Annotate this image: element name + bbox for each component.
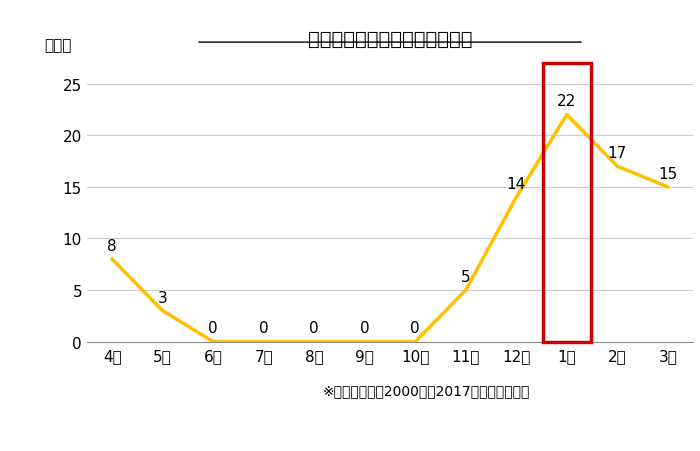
Title: 東京の月別乾燥注意報発表日数: 東京の月別乾燥注意報発表日数 — [308, 29, 472, 48]
Text: 0: 0 — [410, 321, 420, 336]
Text: （日）: （日） — [45, 38, 72, 53]
Bar — [542, 64, 591, 342]
Text: ※気象庁調べ（2000年～2017年の平均日数）: ※気象庁調べ（2000年～2017年の平均日数） — [323, 384, 530, 398]
Text: 14: 14 — [507, 177, 526, 192]
Text: 15: 15 — [658, 166, 678, 181]
Text: 3: 3 — [158, 290, 167, 305]
Text: 22: 22 — [557, 94, 576, 109]
Text: 0: 0 — [360, 321, 370, 336]
Text: 5: 5 — [461, 269, 470, 284]
Text: 0: 0 — [209, 321, 218, 336]
Text: 0: 0 — [259, 321, 269, 336]
Text: 17: 17 — [608, 146, 627, 161]
Text: 0: 0 — [309, 321, 319, 336]
Text: 8: 8 — [107, 239, 117, 253]
